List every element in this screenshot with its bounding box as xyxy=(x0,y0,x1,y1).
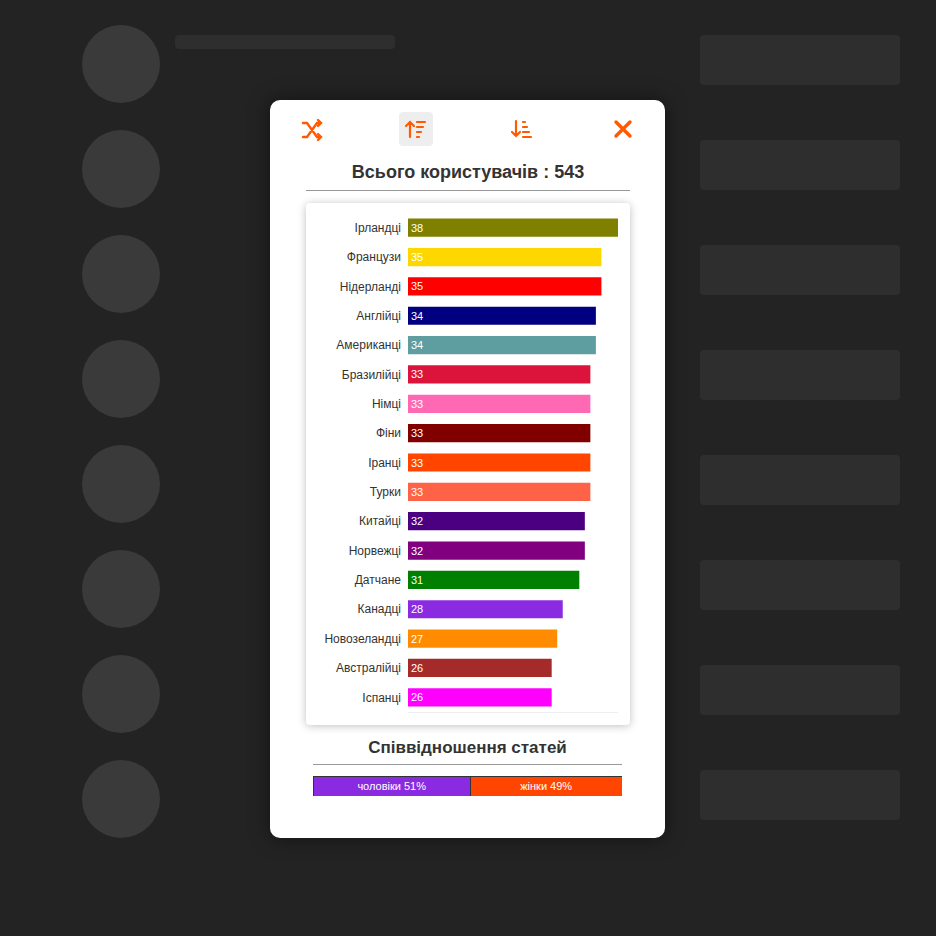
svg-text:Німці: Німці xyxy=(372,397,401,411)
svg-text:33: 33 xyxy=(411,427,423,439)
svg-text:26: 26 xyxy=(411,662,423,674)
svg-text:Французи: Французи xyxy=(347,250,401,264)
svg-text:33: 33 xyxy=(411,368,423,380)
svg-text:38: 38 xyxy=(411,222,423,234)
svg-text:Канадці: Канадці xyxy=(357,602,401,616)
svg-text:26: 26 xyxy=(411,691,423,703)
svg-text:Бразилійці: Бразилійці xyxy=(342,368,401,382)
svg-text:28: 28 xyxy=(411,603,423,615)
svg-text:Датчане: Датчане xyxy=(355,573,402,587)
svg-text:Іспанці: Іспанці xyxy=(362,691,401,705)
svg-text:33: 33 xyxy=(411,457,423,469)
svg-text:Ірландці: Ірландці xyxy=(355,221,401,235)
svg-text:Китайці: Китайці xyxy=(359,514,401,528)
svg-text:Фіни: Фіни xyxy=(376,426,401,440)
svg-text:32: 32 xyxy=(411,545,423,557)
svg-text:33: 33 xyxy=(411,398,423,410)
svg-text:35: 35 xyxy=(411,280,423,292)
svg-text:35: 35 xyxy=(411,251,423,263)
svg-text:Новозеландці: Новозеландці xyxy=(324,632,401,646)
html-text:Співвідношення статей: Співвідношення статей xyxy=(368,738,567,757)
svg-text:чоловіки 51%: чоловіки 51% xyxy=(357,780,426,792)
svg-text:Англійці: Англійці xyxy=(356,309,401,323)
svg-text:34: 34 xyxy=(411,339,423,351)
svg-text:32: 32 xyxy=(411,515,423,527)
html-text:Всього користувачів : 543: Всього користувачів : 543 xyxy=(351,162,585,182)
svg-text:27: 27 xyxy=(411,633,423,645)
svg-text:Американці: Американці xyxy=(336,338,401,352)
svg-text:33: 33 xyxy=(411,486,423,498)
svg-text:31: 31 xyxy=(411,574,423,586)
svg-text:Нідерланді: Нідерланді xyxy=(340,280,401,294)
svg-text:Турки: Турки xyxy=(370,485,401,499)
svg-text:Іранці: Іранці xyxy=(368,456,401,470)
svg-text:жінки 49%: жінки 49% xyxy=(520,780,572,792)
svg-text:Норвежці: Норвежці xyxy=(349,544,401,558)
svg-text:34: 34 xyxy=(411,310,423,322)
svg-text:Австралійці: Австралійці xyxy=(336,661,401,675)
